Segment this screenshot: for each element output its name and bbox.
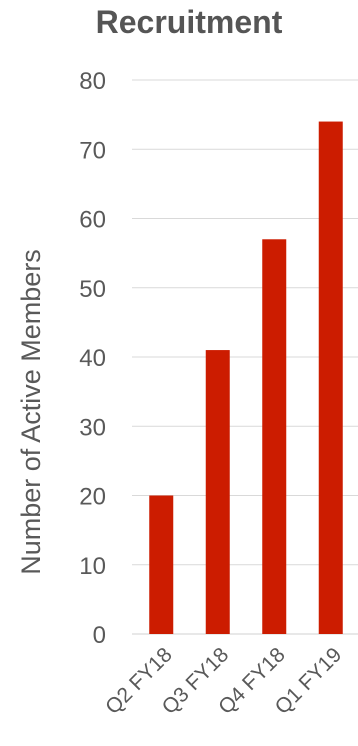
y-tick-label: 70: [79, 137, 106, 164]
y-tick-label: 30: [79, 414, 106, 441]
y-tick-label: 0: [93, 622, 106, 649]
y-tick-label: 50: [79, 276, 106, 303]
y-tick-label: 10: [79, 553, 106, 580]
bars: [149, 121, 343, 635]
y-tick-label: 40: [79, 345, 106, 372]
bar-q3-fy18: [205, 350, 230, 634]
y-axis-label: Number of Active Members: [16, 249, 46, 575]
y-axis-ticks: 0 10 20 30 40 50 60 70 80: [79, 68, 106, 649]
bar-q1-fy19: [318, 121, 343, 635]
y-tick-label: 20: [79, 484, 106, 511]
chart-title: Recruitment: [96, 4, 283, 40]
bar-q2-fy18: [149, 495, 174, 634]
bar-q4-fy18: [262, 239, 287, 634]
y-tick-label: 80: [79, 68, 106, 95]
y-tick-label: 60: [79, 207, 106, 234]
